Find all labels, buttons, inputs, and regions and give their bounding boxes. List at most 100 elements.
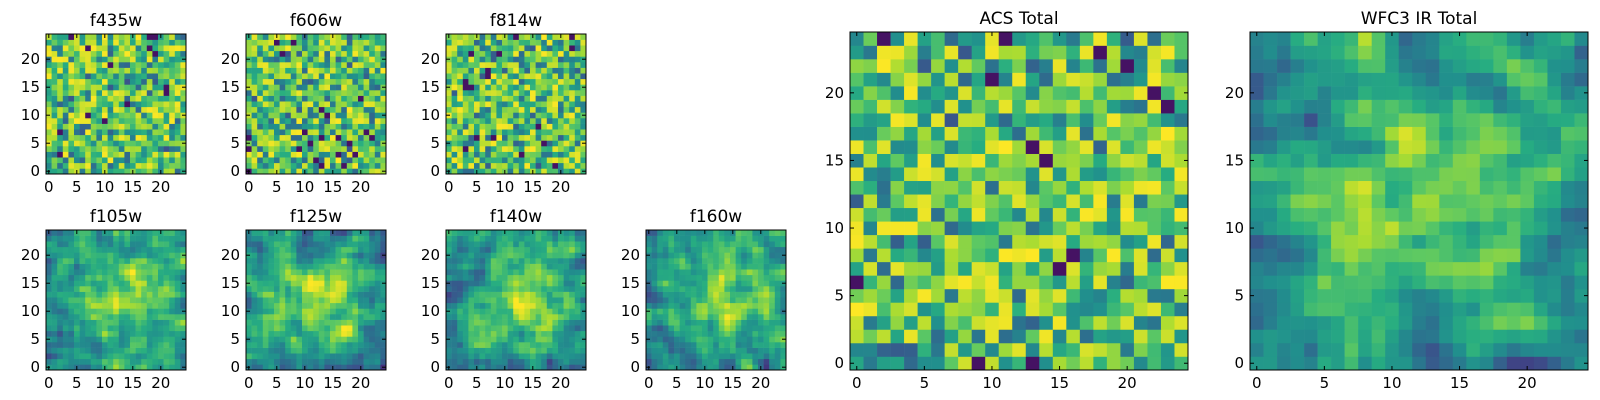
heatmap-cell bbox=[651, 358, 658, 365]
heatmap-cell bbox=[307, 314, 314, 320]
heatmap-cell bbox=[513, 90, 520, 96]
heatmap-cell bbox=[530, 73, 536, 80]
heatmap-cell bbox=[113, 62, 120, 68]
heatmap-cell bbox=[574, 151, 581, 158]
heatmap-cell bbox=[257, 230, 264, 236]
heatmap-cell bbox=[541, 106, 548, 113]
heatmap-cell bbox=[158, 241, 164, 248]
heatmap-cell bbox=[502, 39, 508, 46]
heatmap-cell bbox=[958, 180, 972, 195]
heatmap-cell bbox=[374, 101, 381, 108]
heatmap-cell bbox=[524, 347, 531, 354]
heatmap-cell bbox=[917, 248, 932, 263]
heatmap-cell bbox=[79, 280, 86, 287]
heatmap-cell bbox=[268, 50, 275, 57]
heatmap-cell bbox=[668, 235, 675, 242]
heatmap-cell bbox=[446, 39, 452, 46]
heatmap-cell bbox=[318, 56, 325, 63]
heatmap-cell bbox=[535, 45, 542, 52]
heatmap-cell bbox=[85, 308, 92, 315]
heatmap-cell bbox=[324, 353, 331, 360]
heatmap-cell bbox=[657, 269, 664, 276]
heatmap-cell bbox=[485, 364, 492, 371]
heatmap-cell bbox=[307, 101, 314, 108]
heatmap-cell bbox=[346, 269, 353, 276]
heatmap-cell bbox=[79, 34, 86, 40]
heatmap-cell bbox=[546, 246, 553, 253]
heatmap-cell bbox=[490, 235, 497, 242]
heatmap-cell bbox=[107, 353, 114, 360]
heatmap-cell bbox=[158, 336, 164, 343]
heatmap-cell bbox=[113, 280, 120, 287]
heatmap-cell bbox=[268, 308, 275, 315]
heatmap-cell bbox=[462, 134, 469, 141]
heatmap-cell bbox=[262, 297, 269, 304]
heatmap-cell bbox=[679, 252, 686, 259]
heatmap-cell bbox=[451, 241, 458, 248]
heatmap-cell bbox=[563, 353, 570, 360]
heatmap-cell bbox=[1012, 180, 1027, 195]
heatmap-cell bbox=[46, 235, 52, 242]
heatmap-cell bbox=[1025, 275, 1040, 290]
heatmap-cell bbox=[457, 280, 464, 287]
heatmap-cell bbox=[262, 330, 269, 337]
heatmap-cell bbox=[479, 364, 486, 371]
heatmap-cell bbox=[530, 274, 536, 281]
heatmap-cell bbox=[68, 347, 75, 354]
heatmap-cell bbox=[944, 194, 959, 209]
heatmap-cell bbox=[302, 134, 308, 141]
heatmap-cell bbox=[85, 123, 92, 130]
heatmap-cell bbox=[358, 336, 364, 343]
heatmap-cell bbox=[330, 90, 336, 96]
heatmap-cell bbox=[135, 286, 142, 292]
heatmap-cell bbox=[513, 336, 520, 343]
heatmap-cell bbox=[971, 356, 986, 371]
heatmap-cell bbox=[341, 101, 348, 108]
heatmap-cell bbox=[341, 50, 348, 57]
heatmap-cell bbox=[507, 235, 514, 242]
heatmap-cell bbox=[490, 112, 497, 119]
heatmap-cell bbox=[141, 347, 148, 354]
heatmap-cell bbox=[1093, 234, 1108, 249]
heatmap-cell bbox=[324, 241, 331, 248]
heatmap-cell bbox=[474, 45, 480, 52]
heatmap-cell bbox=[79, 358, 86, 365]
heatmap-cell bbox=[335, 95, 342, 102]
heatmap-cell bbox=[468, 347, 475, 354]
heatmap-cell bbox=[380, 353, 387, 360]
heatmap-cell bbox=[513, 353, 520, 360]
heatmap-cell bbox=[180, 291, 187, 298]
heatmap-cell bbox=[724, 330, 731, 337]
heatmap-cell bbox=[730, 291, 736, 298]
heatmap-cell bbox=[780, 342, 787, 348]
heatmap-cell bbox=[685, 246, 692, 253]
heatmap-cell bbox=[462, 336, 469, 343]
heatmap-cell bbox=[524, 101, 531, 108]
heatmap-cell bbox=[257, 118, 264, 124]
heatmap-cell bbox=[358, 258, 364, 264]
heatmap-cell bbox=[302, 308, 308, 315]
heatmap-cell bbox=[274, 319, 280, 326]
heatmap-cell bbox=[580, 95, 587, 102]
heatmap-cell bbox=[324, 67, 331, 74]
heatmap-cell bbox=[96, 151, 103, 158]
heatmap-cell bbox=[174, 319, 181, 326]
heatmap-cell bbox=[971, 153, 986, 168]
heatmap-cell bbox=[763, 291, 770, 298]
heatmap-cell bbox=[546, 230, 553, 236]
heatmap-cell bbox=[324, 162, 331, 169]
heatmap-cell bbox=[1012, 248, 1027, 263]
heatmap-cell bbox=[1147, 315, 1162, 330]
heatmap-cell bbox=[685, 336, 692, 343]
heatmap-cell bbox=[769, 269, 776, 276]
heatmap-cell bbox=[746, 230, 753, 236]
heatmap-cell bbox=[51, 56, 58, 63]
heatmap-cell bbox=[735, 274, 742, 281]
x-tick-label: 10 bbox=[695, 374, 714, 392]
heatmap-cell bbox=[877, 261, 891, 276]
heatmap-cell bbox=[513, 246, 520, 253]
heatmap-cell bbox=[51, 308, 58, 315]
heatmap-cell bbox=[62, 246, 69, 253]
heatmap-cell bbox=[113, 330, 120, 337]
heatmap-cell bbox=[1106, 329, 1121, 344]
